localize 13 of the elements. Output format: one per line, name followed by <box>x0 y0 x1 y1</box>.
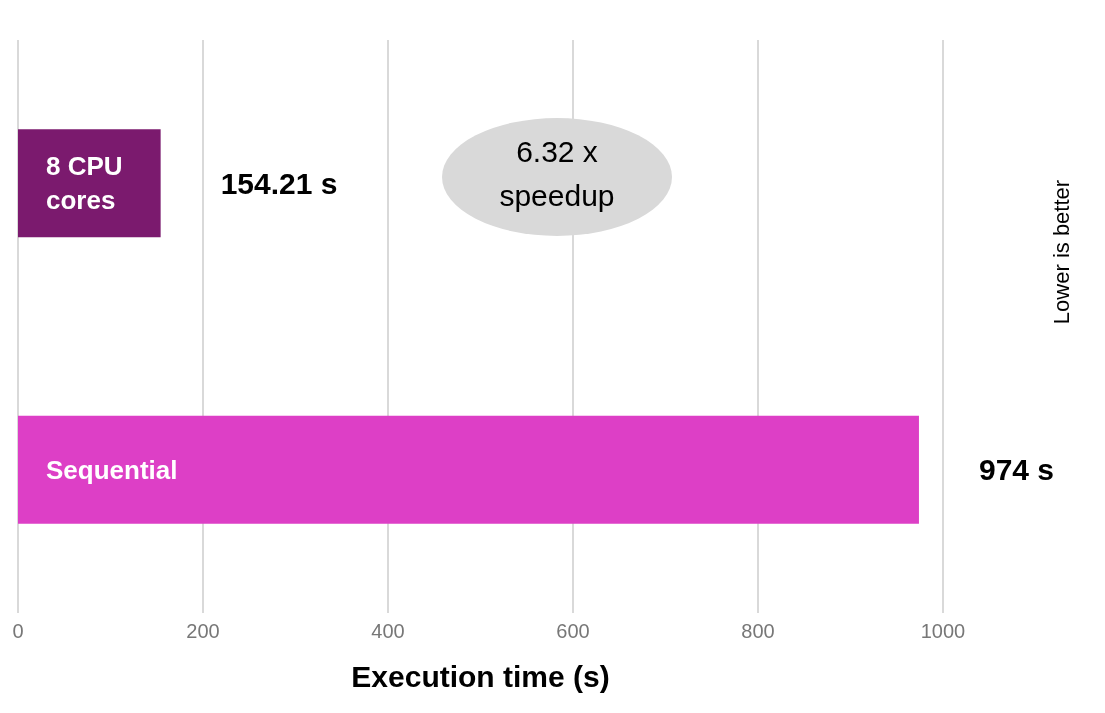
x-tick-label: 800 <box>741 620 775 642</box>
x-axis-title: Execution time (s) <box>351 659 610 693</box>
y-tick-label: 8 CPU cores <box>46 151 130 216</box>
data-label: 154.21 s <box>220 166 338 200</box>
text: Lower is better <box>1049 179 1075 325</box>
x-tick-label: 200 <box>186 620 220 642</box>
y-tick-label: Sequential <box>46 454 178 485</box>
x-tick-label: 600 <box>556 620 590 642</box>
x-tick-label: 1000 <box>920 620 966 642</box>
data-label: 974 s <box>978 453 1055 487</box>
x-tick-label: 0 <box>12 620 24 642</box>
annotation: 6.32 x speedup <box>498 134 616 214</box>
x-tick-label: 400 <box>371 620 405 642</box>
